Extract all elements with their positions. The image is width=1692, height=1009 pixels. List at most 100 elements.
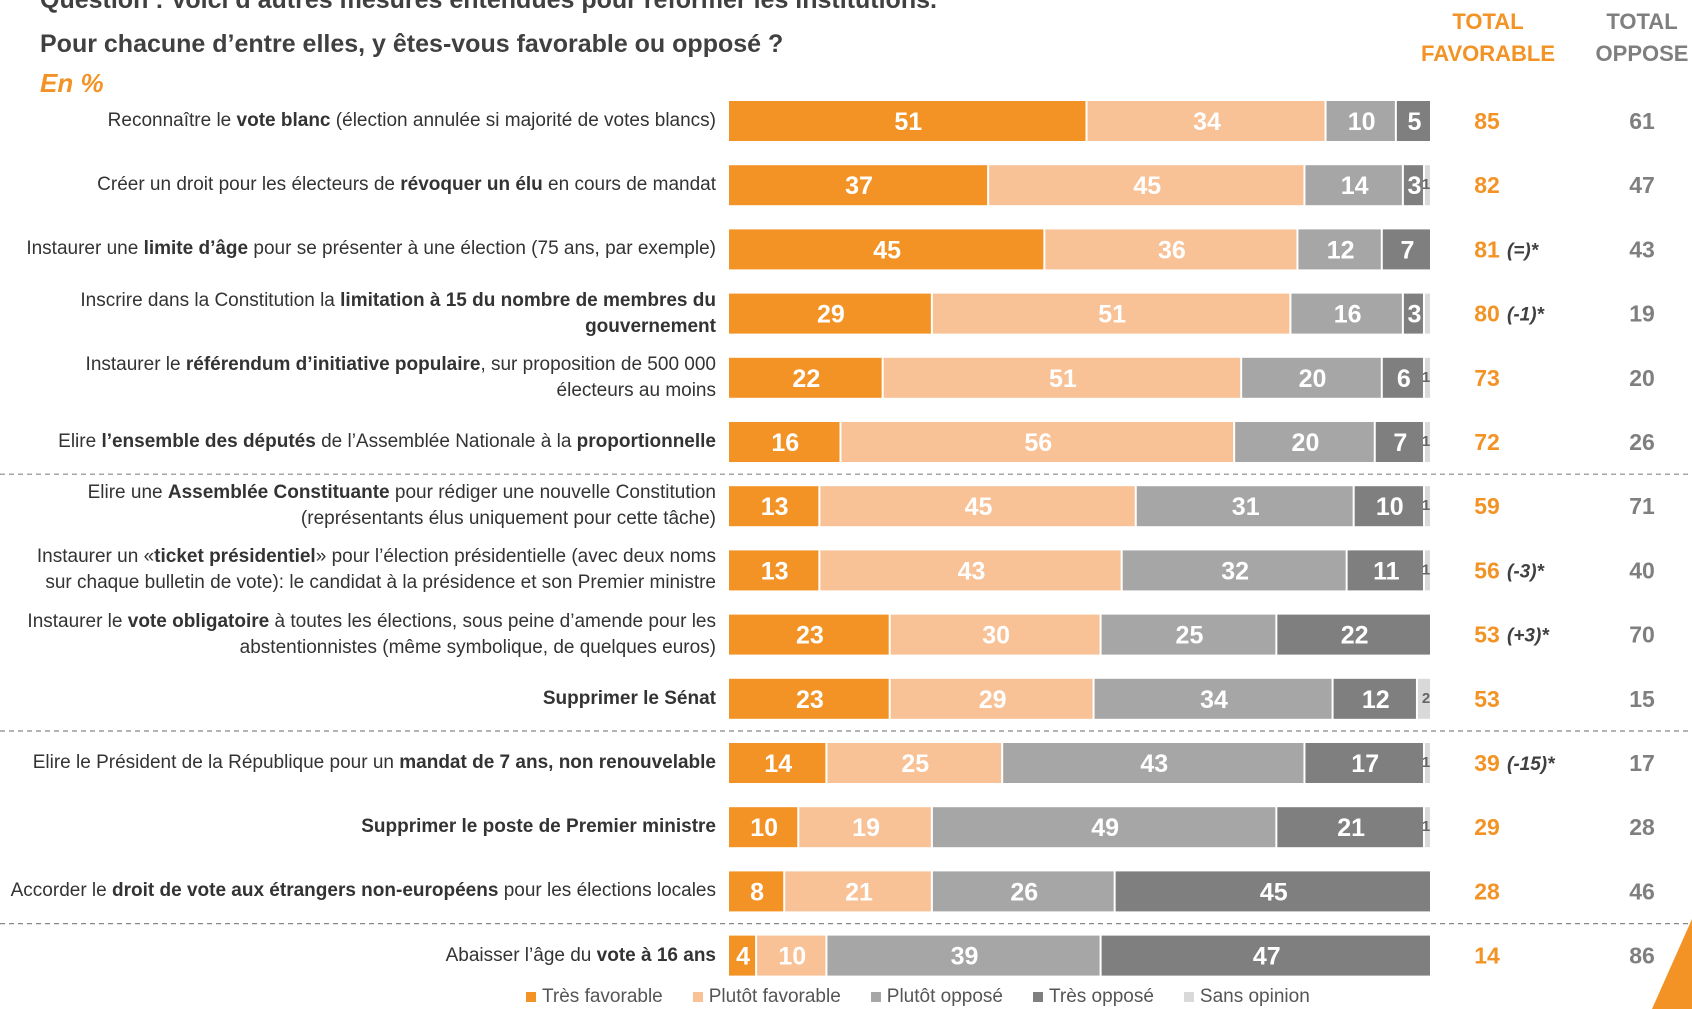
row-label: Instaurer un «ticket présidentiel» pour … [8, 544, 716, 596]
total-oppose-value: 70 [1629, 622, 1655, 648]
bar-segment [1326, 101, 1395, 141]
bar-segment [1347, 550, 1423, 591]
row-label: Accorder le droit de vote aux étrangers … [8, 878, 716, 904]
bar-segment [1333, 678, 1416, 719]
total-favorable-value: 14 [1474, 943, 1500, 969]
data-label: 51 [1049, 365, 1077, 393]
bar-segment [729, 743, 826, 783]
total-oppose-value: 40 [1629, 557, 1655, 583]
bar-segment [729, 678, 889, 719]
data-label: 32 [1221, 557, 1249, 585]
data-label: 45 [1133, 172, 1161, 200]
bar-segment [729, 871, 784, 912]
legend-swatch [692, 992, 703, 1002]
row-label-text: , sur proposition de 500 000 électeurs a… [480, 353, 716, 401]
bar-segment [1242, 357, 1381, 398]
bar-segment [1417, 678, 1430, 719]
legend-item: Sans opinion [1183, 986, 1310, 1008]
data-label: 45 [965, 493, 993, 521]
bar-segment [989, 165, 1304, 206]
row-label: Inscrire dans la Constitution la limitat… [8, 288, 716, 340]
row-label-text: à toutes les élections, sous peine d’ame… [239, 610, 716, 658]
total-oppose-value: 17 [1629, 750, 1655, 776]
bar-segment [799, 807, 931, 848]
data-label: 14 [1341, 172, 1369, 200]
row-label: Instaurer le vote obligatoire à toutes l… [8, 609, 716, 661]
bar-segment [729, 614, 889, 655]
bar-segment [1396, 101, 1430, 141]
row-label-bold: vote blanc [236, 110, 331, 131]
bar-segment [729, 293, 931, 334]
row-label-text: Instaurer le [27, 610, 128, 632]
legend-label: Plutôt opposé [886, 986, 1003, 1007]
row-label-text: pour les élections locales [498, 880, 716, 902]
unit-label: En % [40, 68, 104, 98]
bar-segment [1424, 165, 1430, 206]
data-label: 12 [1327, 236, 1355, 264]
total-oppose-header: TOTAL OPPOSE [1595, 9, 1689, 66]
total-favorable-value: 82 [1474, 172, 1500, 198]
bar-segment [1003, 743, 1304, 783]
row-label: Elire l’ensemble des députés de l’Assemb… [8, 429, 716, 455]
row-label-text: de l’Assemblée Nationale à la [315, 431, 577, 452]
bar-segment [1424, 807, 1430, 848]
question-title: Question : Voici d’autres mesures entend… [40, 0, 937, 14]
bar-segment [1235, 422, 1374, 462]
row-label-bold: référendum d’initiative populaire [185, 353, 481, 375]
total-favorable-value: 28 [1474, 878, 1500, 904]
data-label: 20 [1299, 365, 1327, 393]
data-label-small: 1 [1422, 497, 1430, 514]
row-label-text: Inscrire dans la Constitution la [80, 289, 341, 311]
bar-segment [1424, 293, 1430, 334]
total-oppose-value: 19 [1629, 301, 1655, 327]
row-label: Reconnaître le vote blanc (élection annu… [8, 108, 716, 134]
bar-segment [883, 357, 1241, 398]
data-label: 36 [1158, 236, 1186, 264]
bar-segment [1305, 165, 1402, 206]
bar-segment [1424, 422, 1430, 462]
bar-segment [1298, 229, 1381, 270]
total-favorable-value: 59 [1474, 493, 1500, 519]
row-label-bold: droit de vote aux étrangers non-européen… [112, 880, 499, 902]
row-label-bold: vote à 16 ans [596, 944, 716, 966]
row-label-bold: limitation à 15 du nombre de membres du … [340, 289, 716, 337]
data-label: 39 [951, 943, 979, 971]
total-favorable-value: 85 [1474, 108, 1500, 134]
bar-segment [1136, 486, 1353, 527]
bar-segment [785, 871, 931, 912]
data-label: 10 [1376, 493, 1404, 521]
bar-segment [729, 422, 840, 462]
data-label: 51 [894, 108, 922, 136]
bar-segment [932, 807, 1276, 848]
legend-label: Plutôt favorable [708, 986, 841, 1007]
bar-segment [729, 101, 1086, 141]
data-label: 6 [1397, 365, 1411, 393]
total-oppose-value: 47 [1629, 172, 1655, 198]
row-label-text: » pour l’élection présidentielle (avec d… [45, 546, 716, 594]
total-favorable-value: 39 [1474, 750, 1500, 776]
data-label: 20 [1292, 429, 1320, 457]
data-label-small: 2 [1422, 690, 1430, 707]
row-label-bold: vote obligatoire [127, 610, 270, 632]
row-label-text: Reconnaître le [107, 110, 237, 131]
legend-swatch [526, 992, 536, 1002]
row-label-text: (élection annulée si majorité de votes b… [330, 110, 716, 131]
row-label: Elire le Président de la République pour… [8, 750, 716, 776]
bar-segment [1045, 229, 1297, 270]
change-value: (+3)* [1507, 626, 1550, 647]
data-label: 3 [1407, 301, 1421, 329]
legend-label: Très favorable [542, 986, 663, 1007]
bar-segment [1087, 101, 1325, 141]
bar-segment [1424, 743, 1430, 783]
total-oppose-value: 28 [1629, 814, 1655, 840]
bar-segment [890, 678, 1093, 719]
row-label-bold: l’ensemble des députés [101, 431, 316, 452]
total-oppose-value: 15 [1629, 686, 1655, 712]
bar-segment [890, 614, 1100, 655]
bar-segment [1375, 422, 1423, 462]
data-label: 12 [1362, 686, 1390, 714]
data-label-small: 1 [1422, 369, 1430, 386]
legend-swatch [1183, 992, 1194, 1002]
bar-segment [729, 165, 988, 206]
bar-segment [1094, 678, 1332, 719]
